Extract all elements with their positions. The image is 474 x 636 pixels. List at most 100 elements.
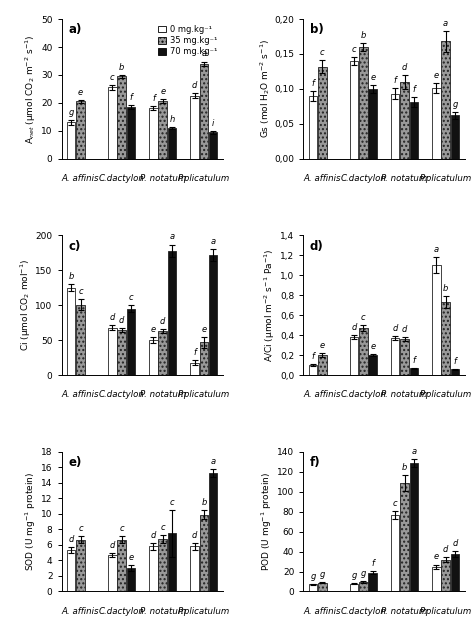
Bar: [200, 342, 208, 375]
Bar: [200, 515, 208, 591]
Text: P.plicatulum: P.plicatulum: [419, 174, 472, 183]
Text: d: d: [192, 81, 197, 90]
Y-axis label: SOD (U mg$^{-1}$ protein): SOD (U mg$^{-1}$ protein): [24, 472, 38, 571]
Text: C.dactylon: C.dactylon: [340, 607, 386, 616]
Y-axis label: Ci (μmol CO$_2$ mol$^{-1}$): Ci (μmol CO$_2$ mol$^{-1}$): [18, 259, 33, 352]
Text: P. notatum: P. notatum: [382, 607, 428, 616]
Bar: [309, 584, 317, 591]
Text: f: f: [311, 352, 314, 361]
Bar: [318, 355, 327, 375]
Text: c: c: [161, 523, 165, 532]
Text: e: e: [201, 324, 207, 334]
Bar: [76, 305, 85, 375]
Bar: [127, 107, 135, 159]
Text: e: e: [370, 342, 375, 351]
Text: f: f: [129, 93, 132, 102]
Bar: [410, 463, 418, 591]
Text: h: h: [169, 114, 175, 123]
Bar: [209, 473, 218, 591]
Text: C.dactylon: C.dactylon: [340, 174, 386, 183]
Text: d: d: [192, 530, 197, 539]
Bar: [318, 583, 327, 591]
Bar: [441, 41, 450, 159]
Y-axis label: A/Ci (μmol m$^{-2}$ s$^{-1}$ Pa$^{-1}$): A/Ci (μmol m$^{-2}$ s$^{-1}$ Pa$^{-1}$): [263, 249, 277, 362]
Text: d: d: [151, 530, 156, 539]
Y-axis label: Gs (mol H$_2$O m$^{-2}$ s$^{-1}$): Gs (mol H$_2$O m$^{-2}$ s$^{-1}$): [258, 39, 272, 139]
Bar: [451, 553, 459, 591]
Bar: [350, 61, 358, 159]
Text: P.plicatulum: P.plicatulum: [178, 174, 230, 183]
Text: e: e: [151, 326, 156, 335]
Bar: [309, 365, 317, 375]
Bar: [190, 546, 199, 591]
Y-axis label: POD (U mg$^{-1}$ protein): POD (U mg$^{-1}$ protein): [260, 472, 274, 571]
Bar: [108, 88, 117, 159]
Text: d: d: [119, 315, 124, 324]
Bar: [67, 550, 75, 591]
Text: c: c: [170, 498, 174, 507]
Bar: [76, 102, 85, 159]
Bar: [410, 102, 418, 159]
Text: C.dactylon: C.dactylon: [99, 391, 145, 399]
Text: d: d: [69, 536, 74, 544]
Text: e: e: [160, 87, 165, 97]
Text: c: c: [320, 48, 325, 57]
Text: d: d: [443, 545, 448, 554]
Bar: [441, 560, 450, 591]
Text: e: e: [370, 73, 375, 81]
Text: e: e: [128, 553, 134, 562]
Bar: [368, 355, 377, 375]
Bar: [108, 328, 117, 375]
Text: a: a: [434, 245, 439, 254]
Text: b: b: [201, 498, 207, 507]
Bar: [368, 89, 377, 159]
Bar: [158, 102, 167, 159]
Text: g: g: [351, 571, 357, 580]
Text: d: d: [109, 541, 115, 550]
Bar: [441, 302, 450, 375]
Bar: [209, 132, 218, 159]
Bar: [391, 338, 400, 375]
Bar: [451, 115, 459, 159]
Text: f): f): [310, 456, 320, 469]
Text: g: g: [361, 569, 366, 578]
Bar: [127, 308, 135, 375]
Text: c: c: [110, 73, 115, 82]
Text: c: c: [393, 499, 398, 508]
Bar: [118, 76, 126, 159]
Bar: [149, 546, 158, 591]
Bar: [149, 340, 158, 375]
Text: e: e: [434, 71, 439, 80]
Text: e: e: [78, 88, 83, 97]
Text: e: e: [434, 553, 439, 562]
Text: b): b): [310, 24, 324, 36]
Text: c): c): [68, 240, 81, 252]
Text: g: g: [319, 570, 325, 579]
Bar: [76, 539, 85, 591]
Text: c: c: [78, 287, 83, 296]
Text: f: f: [394, 76, 397, 85]
Text: a: a: [201, 50, 207, 59]
Text: A. affinis: A. affinis: [62, 174, 99, 183]
Text: c: c: [119, 524, 124, 534]
Bar: [149, 108, 158, 159]
Text: P. notatum: P. notatum: [140, 607, 186, 616]
Bar: [67, 288, 75, 375]
Text: P.plicatulum: P.plicatulum: [178, 391, 230, 399]
Text: a: a: [210, 237, 216, 246]
Text: A. affinis: A. affinis: [303, 174, 341, 183]
Text: b: b: [119, 63, 124, 72]
Text: P.plicatulum: P.plicatulum: [178, 607, 230, 616]
Text: d): d): [310, 240, 324, 252]
Bar: [108, 555, 117, 591]
Text: f: f: [152, 94, 155, 104]
Text: a: a: [443, 19, 448, 28]
Text: P. notatum: P. notatum: [382, 391, 428, 399]
Text: i: i: [212, 119, 214, 128]
Bar: [200, 64, 208, 159]
Text: g: g: [452, 100, 457, 109]
Text: d: d: [402, 63, 407, 72]
Text: a: a: [411, 446, 416, 456]
Text: a: a: [210, 457, 216, 466]
Text: f: f: [454, 357, 456, 366]
